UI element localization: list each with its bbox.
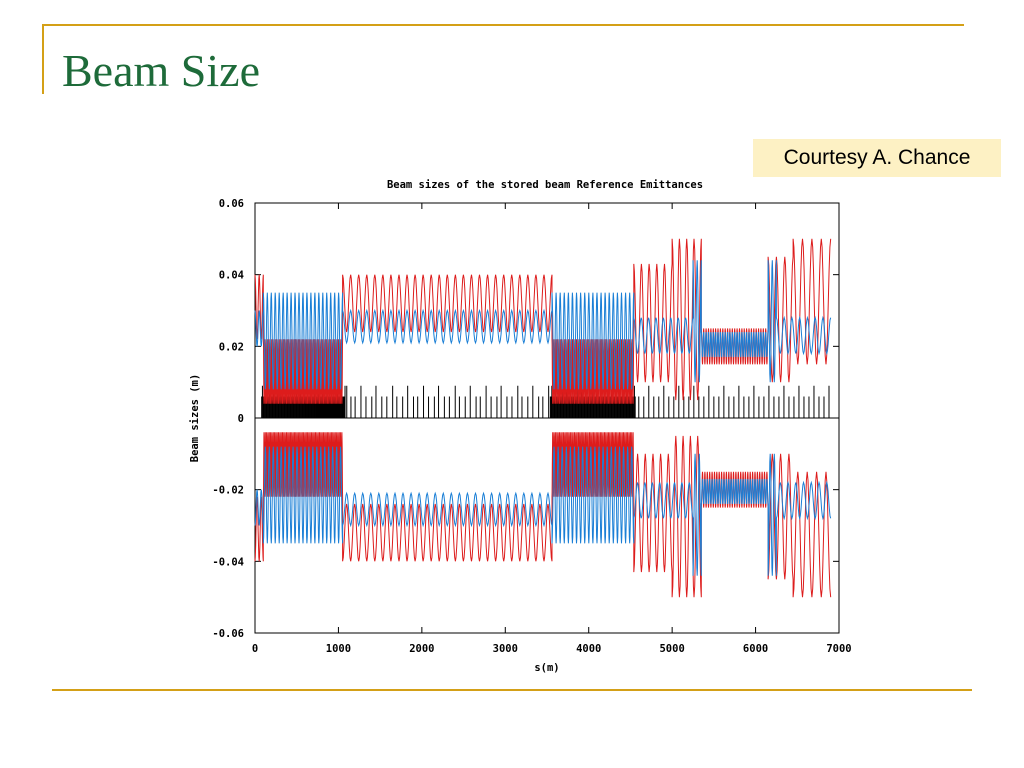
y-tick-label: -0.06	[212, 628, 244, 640]
x-tick-label: 4000	[576, 643, 601, 655]
y-axis: -0.06 -0.04 -0.02 0 0.02 0.04 0.06	[212, 198, 839, 640]
credit-box: Courtesy A. Chance	[753, 139, 1001, 177]
y-tick-label: 0	[238, 413, 244, 425]
x-tick-label: 5000	[659, 643, 684, 655]
left-accent-rule	[42, 24, 44, 94]
credit-text: Courtesy A. Chance	[783, 146, 971, 169]
series-group	[254, 238, 832, 598]
y-tick-label: 0.04	[219, 270, 244, 282]
x-tick-label: 6000	[743, 643, 768, 655]
x-tick-label: 1000	[326, 643, 351, 655]
x-tick-label: 7000	[826, 643, 851, 655]
lattice-elements	[261, 385, 830, 418]
x-axis: 0 1000 2000 3000 4000 5000 6000 7000	[252, 203, 852, 655]
y-tick-label: -0.02	[212, 485, 244, 497]
y-tick-label: -0.04	[212, 556, 244, 568]
bottom-accent-rule	[52, 689, 972, 691]
series-line-lower	[254, 446, 832, 576]
y-tick-label: 0.06	[219, 198, 244, 210]
y-tick-label: 0.02	[219, 341, 244, 353]
chart-title: Beam sizes of the stored beam Reference …	[387, 179, 703, 191]
x-tick-label: 0	[252, 643, 258, 655]
x-axis-label: s(m)	[534, 662, 559, 674]
series-line-upper	[254, 260, 832, 390]
top-accent-rule	[42, 24, 964, 26]
x-tick-label: 2000	[409, 643, 434, 655]
x-tick-label: 3000	[493, 643, 518, 655]
slide-title: Beam Size	[62, 45, 260, 96]
y-axis-label: Beam sizes (m)	[189, 374, 201, 463]
